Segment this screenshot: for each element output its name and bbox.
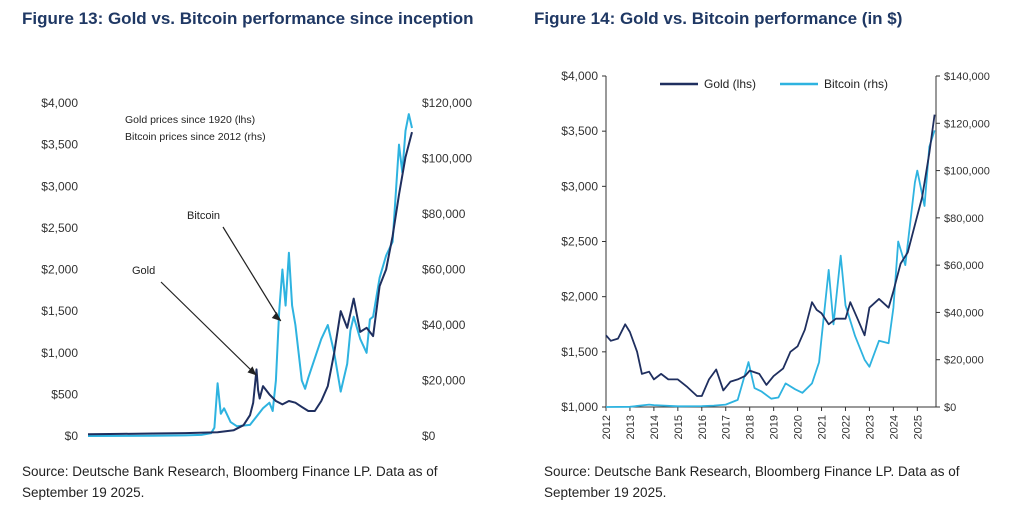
x-tick-label: 2016 <box>697 415 709 439</box>
gold-annotation: Gold <box>132 265 155 277</box>
left-tick-label: $4,000 <box>561 69 598 83</box>
x-tick-label: 2015 <box>673 415 685 439</box>
gold-line <box>87 131 413 436</box>
right-tick-label: $20,000 <box>422 374 466 388</box>
right-tick-label: $100,000 <box>422 152 472 166</box>
right-tick-label: $40,000 <box>944 307 984 319</box>
bitcoin-line <box>87 113 413 437</box>
x-tick-label: 2012 <box>601 415 613 439</box>
figure-14-source: Source: Deutsche Bank Research, Bloomber… <box>544 461 1014 503</box>
figure-13-title: Figure 13: Gold vs. Bitcoin performance … <box>22 9 474 28</box>
x-tick-label: 2025 <box>912 415 924 439</box>
left-tick-label: $2,000 <box>561 290 598 304</box>
left-tick-label: $1,000 <box>561 400 598 414</box>
gold-arrow-line <box>160 281 257 376</box>
left-tick-label: $3,500 <box>41 138 78 152</box>
figure-13-chart: $0 $500 $1,000 $1,500 $2,000 $2,500 $3,000 $3,5… <box>41 96 472 443</box>
figure-13-source-line2: September 19 2025. <box>22 485 145 500</box>
x-tick-label: 2020 <box>793 415 805 439</box>
bitcoin-arrow-head <box>271 312 281 321</box>
right-tick-label: $40,000 <box>422 318 466 332</box>
left-tick-label: $3,000 <box>561 179 598 193</box>
right-tick-label: $60,000 <box>422 263 466 277</box>
gold-note: Gold prices since 1920 (lhs) <box>125 114 255 126</box>
left-tick-label: $2,500 <box>561 235 598 249</box>
x-tick-label: 2024 <box>888 415 900 439</box>
left-tick-label: $500 <box>51 387 78 401</box>
left-tick-label: $3,500 <box>561 124 598 138</box>
x-tick-label: 2013 <box>625 415 637 439</box>
right-tick-label: $80,000 <box>944 213 984 225</box>
left-tick-label: $4,000 <box>41 96 78 110</box>
left-tick-label: $1,500 <box>561 345 598 359</box>
figure-13-source: Source: Deutsche Bank Research, Bloomber… <box>22 461 492 503</box>
right-tick-label: $140,000 <box>944 71 990 83</box>
x-tick-label: 2014 <box>649 415 661 439</box>
bitcoin-annotation: Bitcoin <box>187 210 220 222</box>
x-tick-label: 2019 <box>769 415 781 439</box>
gold-line <box>605 114 936 397</box>
x-tick-label: 2017 <box>721 415 733 439</box>
x-tick-label: 2022 <box>840 415 852 439</box>
bitcoin-line <box>605 130 936 408</box>
figure-13-panel: Figure 13: Gold vs. Bitcoin performance … <box>22 9 492 503</box>
figure-14-source-line2: September 19 2025. <box>544 485 667 500</box>
right-tick-label: $60,000 <box>944 260 984 272</box>
figure-14-panel: Figure 14: Gold vs. Bitcoin performance … <box>512 0 1024 516</box>
bitcoin-arrow-line <box>222 226 282 322</box>
bitcoin-note: Bitcoin prices since 2012 (rhs) <box>125 131 266 143</box>
figure-14-chart: $1,000 $1,500 $2,000 $2,500 $3,000 $3,500 $4,0… <box>561 69 990 439</box>
left-tick-label: $2,000 <box>41 263 78 277</box>
left-tick-label: $0 <box>65 429 79 443</box>
right-tick-label: $100,000 <box>944 166 990 178</box>
gold-arrow-head <box>247 366 257 376</box>
left-tick-label: $3,000 <box>41 179 78 193</box>
figure-13-source-line1: Source: Deutsche Bank Research, Bloomber… <box>22 464 438 479</box>
right-tick-label: $120,000 <box>422 96 472 110</box>
right-tick-label: $20,000 <box>944 355 984 367</box>
left-tick-label: $1,000 <box>41 346 78 360</box>
x-tick-label: 2023 <box>864 415 876 439</box>
legend-bitcoin-label: Bitcoin (rhs) <box>824 77 888 91</box>
left-tick-label: $1,500 <box>41 304 78 318</box>
right-tick-label: $0 <box>944 402 956 414</box>
right-tick-label: $120,000 <box>944 118 990 130</box>
right-tick-label: $80,000 <box>422 207 466 221</box>
x-tick-label: 2018 <box>745 415 757 439</box>
figure-14-title: Figure 14: Gold vs. Bitcoin performance … <box>534 9 903 28</box>
legend-gold-label: Gold (lhs) <box>704 77 756 91</box>
x-tick-label: 2021 <box>817 415 829 439</box>
right-tick-label: $0 <box>422 429 436 443</box>
figure-14-source-line1: Source: Deutsche Bank Research, Bloomber… <box>544 464 960 479</box>
left-tick-label: $2,500 <box>41 221 78 235</box>
